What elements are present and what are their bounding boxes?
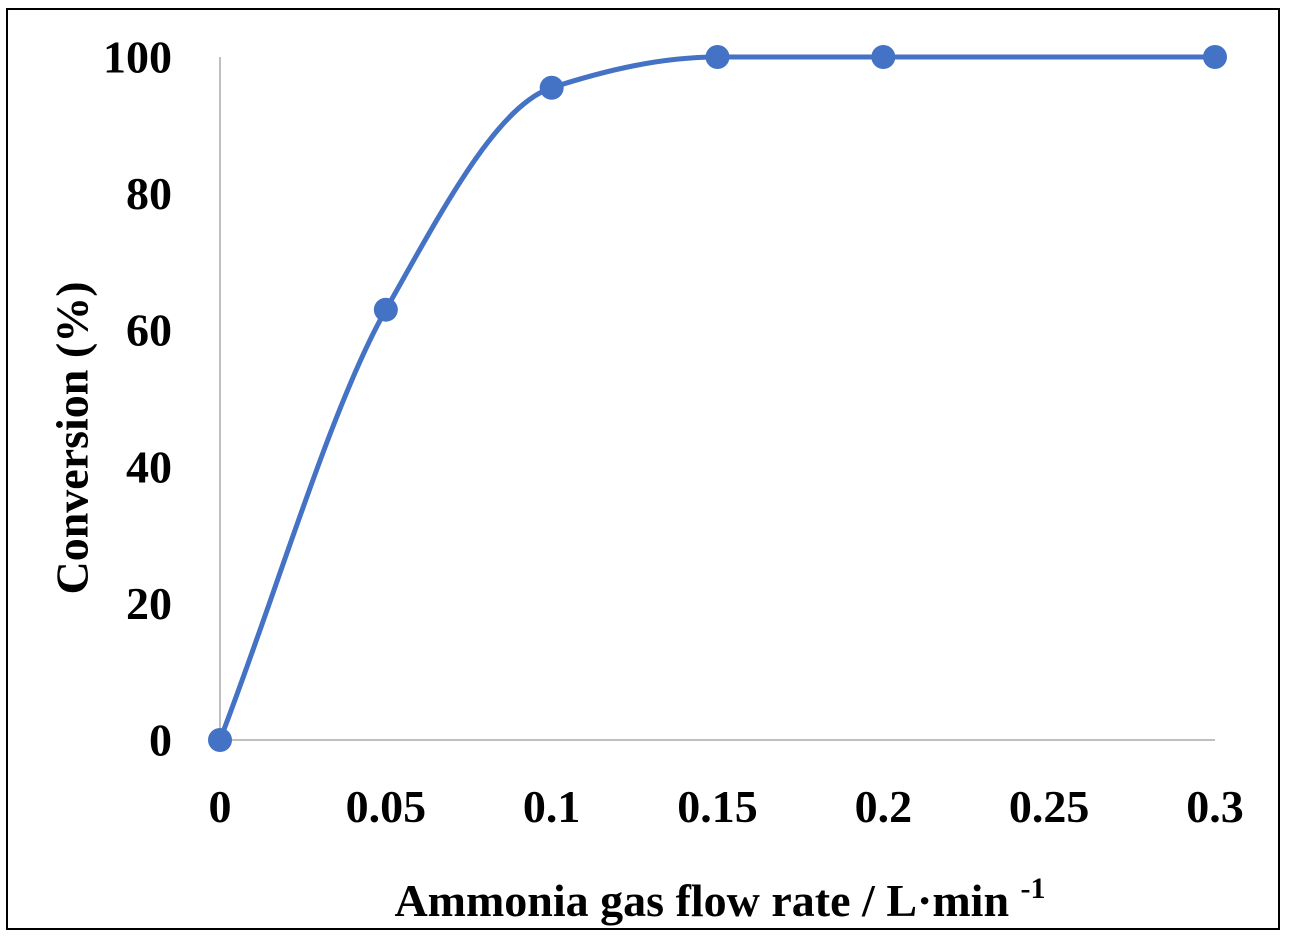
axes <box>219 57 1215 741</box>
x-axis-title: Ammonia gas flow rate / L·min -1 <box>394 872 1045 926</box>
x-tick-label: 0 <box>209 781 232 832</box>
chart-frame <box>6 8 1280 930</box>
x-axis-title-superscript: -1 <box>1021 872 1046 905</box>
data-point-marker <box>1203 45 1227 69</box>
y-tick-labels: 0 20 40 60 80 100 <box>103 32 172 766</box>
x-tick-label: 0.25 <box>1009 781 1090 832</box>
y-tick-label: 40 <box>126 441 172 492</box>
data-point-marker <box>871 45 896 69</box>
x-tick-labels: 0 0.05 0.1 0.15 0.2 0.25 0.3 <box>209 781 1244 832</box>
y-tick-label: 60 <box>126 305 172 356</box>
data-point-marker <box>539 75 564 100</box>
y-axis-title: Conversion (%) <box>47 281 98 594</box>
y-tick-label: 100 <box>103 32 172 83</box>
x-tick-label: 0.2 <box>855 781 913 832</box>
x-tick-label: 0.1 <box>523 781 581 832</box>
data-point-marker <box>208 728 232 752</box>
series-line <box>217 54 1218 743</box>
data-markers <box>208 45 1227 752</box>
y-tick-label: 80 <box>126 168 172 219</box>
x-axis-title-main: Ammonia gas flow rate / L·min <box>394 875 1009 926</box>
data-point-marker <box>705 45 730 69</box>
data-point-marker <box>373 297 398 322</box>
x-tick-label: 0.15 <box>677 781 758 832</box>
x-tick-label: 0.3 <box>1186 781 1244 832</box>
y-tick-label: 20 <box>126 578 172 629</box>
y-tick-label: 0 <box>149 715 172 766</box>
x-tick-label: 0.05 <box>346 781 427 832</box>
